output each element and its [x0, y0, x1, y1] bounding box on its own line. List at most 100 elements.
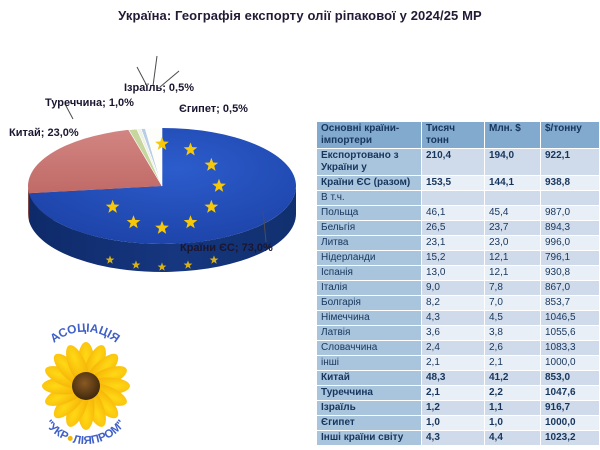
- row-value: 1000,0: [541, 356, 599, 370]
- row-value: 9,0: [422, 281, 484, 295]
- row-value: 1083,3: [541, 341, 599, 355]
- table-row: Болгарія 8,2 7,0 853,7: [317, 296, 599, 310]
- page-title: Україна: Географія експорту олії ріпаков…: [118, 8, 482, 23]
- pie-label-china: Китай; 23,0%: [9, 127, 79, 139]
- pie-label-eu: Країни ЄС; 73,0%: [180, 242, 273, 254]
- table-row: Ізраїль 1,2 1,1 916,7: [317, 401, 599, 415]
- header-mln-usd: Млн. $: [485, 122, 540, 148]
- row-label: Словаччина: [317, 341, 421, 355]
- header-thousand-tons: Тисяч тонн: [422, 122, 484, 148]
- row-value: 1047,6: [541, 386, 599, 400]
- table-header-row: Основні країни-імпортери Тисяч тонн Млн.…: [317, 122, 599, 148]
- row-label: Експортовано з України у: [317, 149, 421, 175]
- leader-china: [64, 103, 74, 120]
- row-value: 4,3: [422, 431, 484, 445]
- row-value: 46,1: [422, 206, 484, 220]
- pie-wall-1: [28, 186, 30, 222]
- row-value: 7,8: [485, 281, 540, 295]
- table-row: Польща 46,1 45,4 987,0: [317, 206, 599, 220]
- row-label: Інші країни світу: [317, 431, 421, 445]
- eu-star-icon: [183, 142, 198, 156]
- row-value: 1000,0: [541, 416, 599, 430]
- table-row: Латвія 3,6 3,8 1055,6: [317, 326, 599, 340]
- row-label: Польща: [317, 206, 421, 220]
- row-label: Китай: [317, 371, 421, 385]
- row-value: 4,5: [485, 311, 540, 325]
- row-value: 12,1: [485, 251, 540, 265]
- row-value: 8,2: [422, 296, 484, 310]
- eu-star-icon: [155, 220, 169, 234]
- row-value: 938,8: [541, 176, 599, 190]
- table-row: інші 2,1 2,1 1000,0: [317, 356, 599, 370]
- header-usd-per-ton: $/тонну: [541, 122, 599, 148]
- row-value: 12,1: [485, 266, 540, 280]
- row-value: 153,5: [422, 176, 484, 190]
- eu-rim-star-icon: [131, 260, 141, 269]
- row-value: 2,1: [422, 356, 484, 370]
- eu-rim-star-icon: [209, 255, 219, 264]
- row-value: 4,4: [485, 431, 540, 445]
- header-importers: Основні країни-імпортери: [317, 122, 421, 148]
- row-value: 2,1: [422, 386, 484, 400]
- pie-label-israel: Ізраїль; 0,5%: [124, 82, 194, 94]
- row-value: 916,7: [541, 401, 599, 415]
- row-label: Латвія: [317, 326, 421, 340]
- row-value: 41,2: [485, 371, 540, 385]
- pie-chart: Ізраїль; 0,5% Туреччина; 1,0% Єгипет; 0,…: [0, 40, 310, 275]
- row-value: 194,0: [485, 149, 540, 175]
- row-label: Німеччина: [317, 311, 421, 325]
- table-row: Експортовано з України у 210,4 194,0 922,1: [317, 149, 599, 175]
- row-label: Країни ЄС (разом): [317, 176, 421, 190]
- leader-eu: [262, 210, 267, 243]
- row-value: 996,0: [541, 236, 599, 250]
- leader-egypt: [159, 70, 180, 88]
- row-value: 45,4: [485, 206, 540, 220]
- eu-star-icon: [126, 215, 141, 229]
- association-logo: АСОЦІАЦІЯ "УКР●ЛІЯПРОМ": [42, 321, 130, 444]
- pie-slice-Країни ЄС: [29, 128, 297, 244]
- row-value: 867,0: [541, 281, 599, 295]
- row-value: 987,0: [541, 206, 599, 220]
- row-label: Туреччина: [317, 386, 421, 400]
- eu-star-icon: [212, 178, 226, 192]
- row-label: Єгипет: [317, 416, 421, 430]
- eu-star-icon: [204, 199, 219, 213]
- row-value: 1023,2: [541, 431, 599, 445]
- eu-star-icon: [204, 157, 219, 171]
- table-row: Нідерланди 15,2 12,1 796,1: [317, 251, 599, 265]
- logo-arc-top-text: АСОЦІАЦІЯ: [47, 321, 122, 346]
- row-value: 26,5: [422, 221, 484, 235]
- row-label: Болгарія: [317, 296, 421, 310]
- row-value: 144,1: [485, 176, 540, 190]
- leader-israel: [152, 55, 158, 87]
- eu-star-icon: [183, 215, 198, 229]
- table-row: Бельгія 26,5 23,7 894,3: [317, 221, 599, 235]
- row-value: 2,4: [422, 341, 484, 355]
- row-value: [422, 191, 484, 205]
- row-label: Ізраїль: [317, 401, 421, 415]
- table-row: Країни ЄС (разом) 153,5 144,1 938,8: [317, 176, 599, 190]
- row-value: 23,7: [485, 221, 540, 235]
- sunflower-core: [72, 372, 100, 400]
- eu-rim-star-icon: [183, 260, 193, 269]
- row-value: 1,0: [485, 416, 540, 430]
- eu-flag-stars-icon: [105, 136, 226, 271]
- eu-rim-star-icon: [105, 255, 115, 264]
- row-value: 2,6: [485, 341, 540, 355]
- table-row: Туреччина 2,1 2,2 1047,6: [317, 386, 599, 400]
- table-row: Китай 48,3 41,2 853,0: [317, 371, 599, 385]
- row-value: 1046,5: [541, 311, 599, 325]
- row-value: 23,1: [422, 236, 484, 250]
- row-value: 853,7: [541, 296, 599, 310]
- eu-star-icon: [105, 199, 120, 213]
- table-row: В т.ч.: [317, 191, 599, 205]
- row-label: Бельгія: [317, 221, 421, 235]
- row-value: 2,2: [485, 386, 540, 400]
- row-value: 7,0: [485, 296, 540, 310]
- row-value: 1,1: [485, 401, 540, 415]
- row-value: 853,0: [541, 371, 599, 385]
- row-value: 3,6: [422, 326, 484, 340]
- table-row: Словаччина 2,4 2,6 1083,3: [317, 341, 599, 355]
- table-row: Німеччина 4,3 4,5 1046,5: [317, 311, 599, 325]
